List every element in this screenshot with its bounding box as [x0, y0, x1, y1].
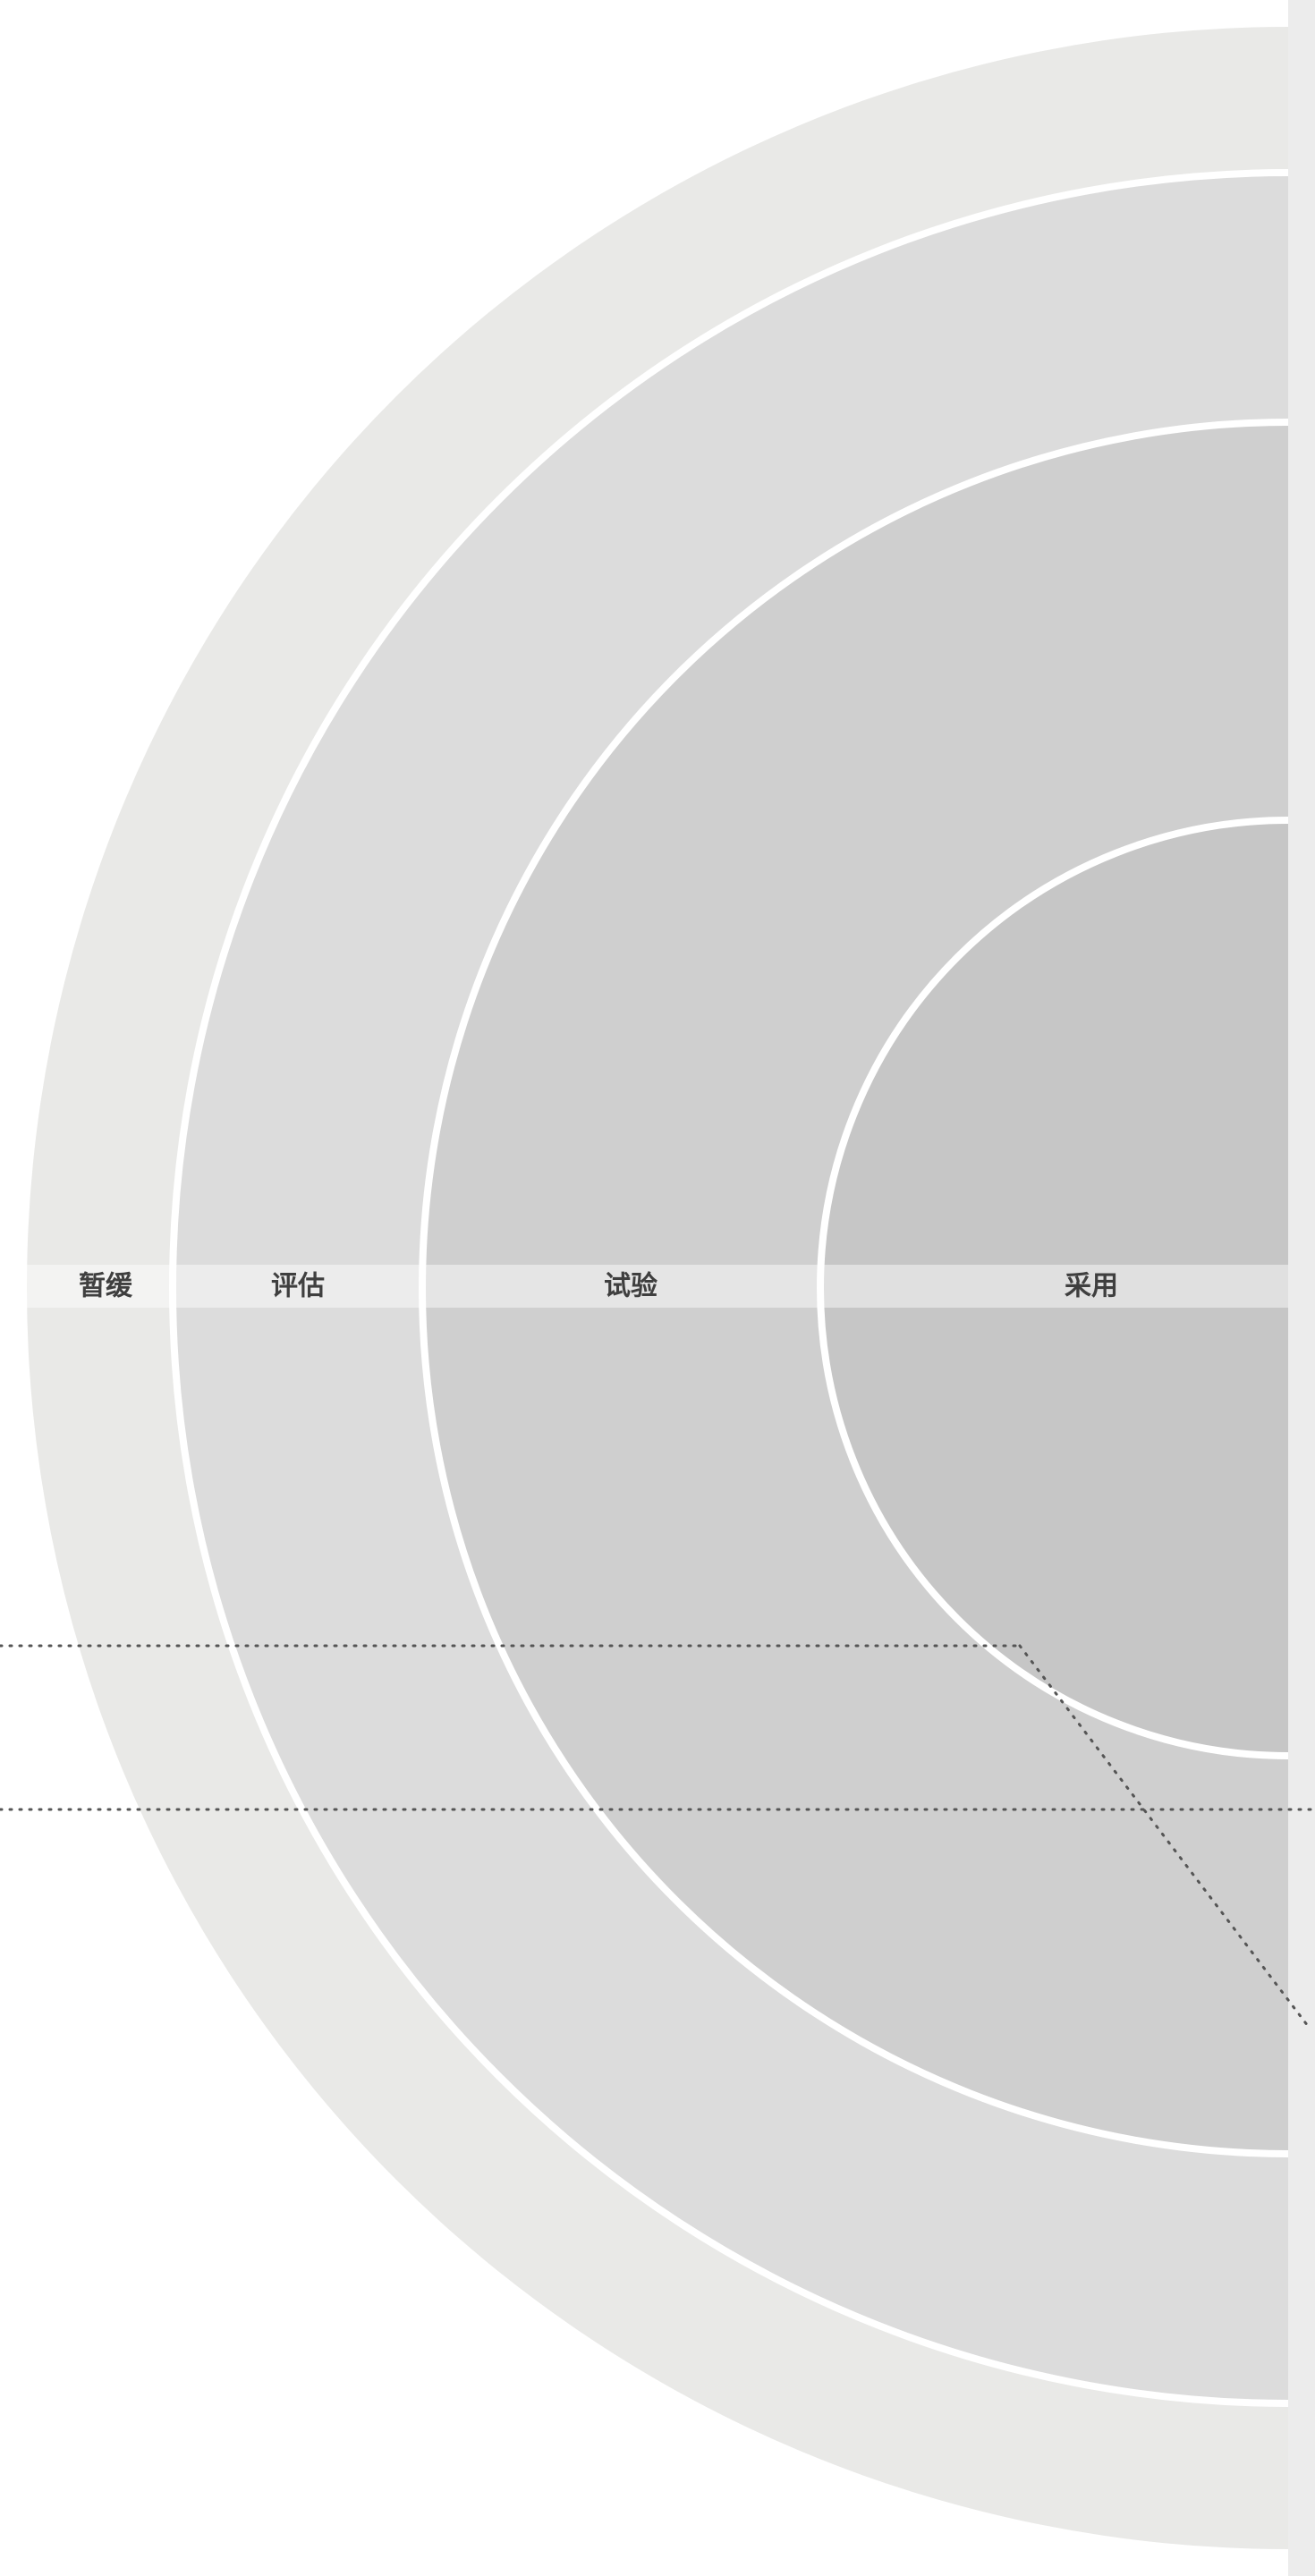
label-band — [0, 1265, 1288, 1308]
ring-divider-middle — [419, 419, 1288, 2157]
ring-label-trial: 试验 — [604, 1271, 658, 1302]
ring-label-adopt: 采用 — [1065, 1271, 1118, 1302]
right-edge-strip — [1288, 0, 1315, 2576]
ring-label-assess: 评估 — [271, 1271, 325, 1302]
ring-divider-outer — [169, 169, 1288, 2407]
ring-label-hold: 暂缓 — [79, 1271, 133, 1302]
leader-line-diagonal — [1018, 1644, 1310, 2028]
ring-adopt-area — [820, 820, 1288, 1756]
ring-divider-inner — [817, 817, 1288, 1759]
